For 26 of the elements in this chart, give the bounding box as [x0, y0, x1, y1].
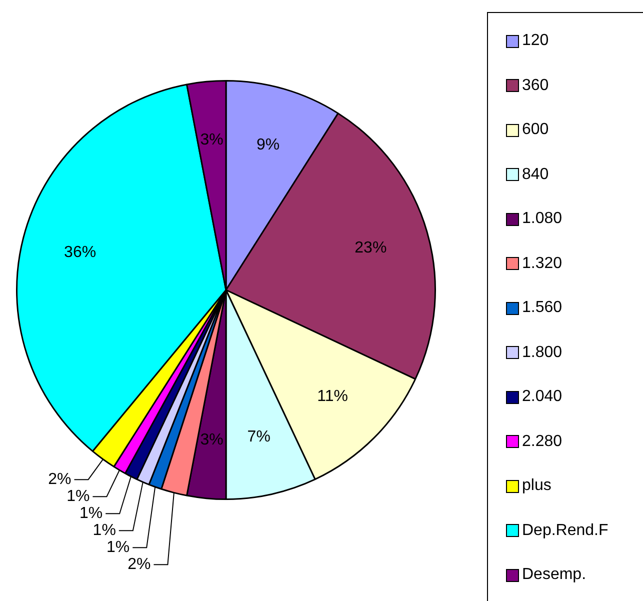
legend-label: 360 — [522, 76, 549, 95]
legend-label: 1.560 — [522, 299, 562, 318]
data-label: 2% — [48, 471, 72, 488]
data-label: 7% — [247, 428, 270, 446]
legend-label: 2.040 — [522, 388, 562, 406]
legend-label: plus — [522, 477, 552, 496]
data-label: 36% — [64, 244, 96, 261]
data-label: 1% — [92, 522, 116, 540]
data-label: 23% — [354, 239, 387, 256]
legend-label: 840 — [522, 166, 549, 184]
data-label: 1% — [79, 505, 103, 522]
data-label: 3% — [200, 131, 224, 148]
data-label: 2% — [128, 556, 151, 574]
legend-label: Desemp. — [522, 566, 586, 584]
data-label: 3% — [200, 431, 224, 448]
legend-label: Dep.Rend.F — [522, 522, 608, 540]
legend-label: 1.080 — [522, 210, 562, 228]
data-label: 9% — [256, 136, 280, 154]
data-label: 11% — [317, 388, 348, 405]
legend-label: 2.280 — [522, 432, 562, 451]
legend-label: 600 — [522, 121, 549, 140]
data-label: 1% — [106, 539, 130, 556]
legend-label: 120 — [522, 32, 549, 50]
legend-label: 1.320 — [522, 254, 562, 273]
legend-label: 1.800 — [522, 344, 562, 362]
data-label: 1% — [66, 488, 90, 506]
